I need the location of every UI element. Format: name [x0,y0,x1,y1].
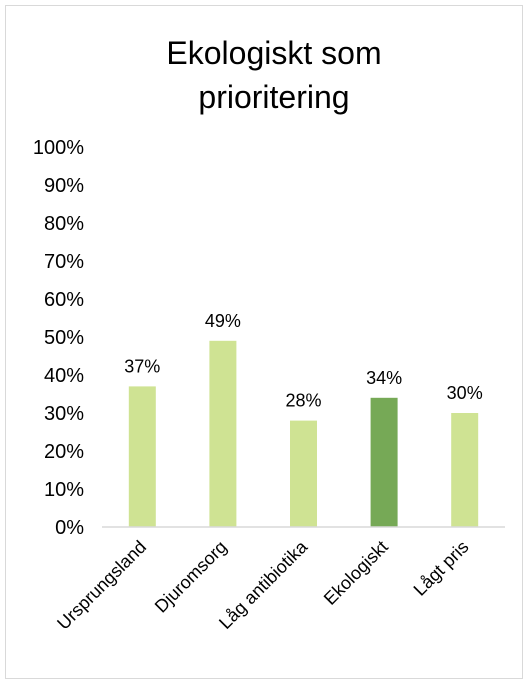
chart-frame [5,5,523,679]
y-axis-ticks: 0% 10% 20% 30% 40% 50% 60% 70% 80% 90% 100% [33,137,84,539]
data-label: 28% [285,391,321,411]
y-tick-label: 90% [44,175,84,197]
bar [370,397,398,527]
y-tick-label: 10% [44,479,84,501]
bar [451,413,479,527]
bar [209,340,237,527]
bar [128,386,156,527]
chart-title-line-2: prioritering [198,79,349,115]
bars [128,340,479,527]
y-tick-label: 0% [55,517,84,539]
data-label: 49% [205,311,241,331]
x-tick-label: Ekologiskt [320,537,392,609]
y-tick-label: 20% [44,441,84,463]
data-label: 34% [366,368,402,388]
data-label: 30% [447,383,483,403]
y-tick-label: 60% [44,289,84,311]
data-label: 37% [124,356,160,376]
y-tick-label: 50% [44,327,84,349]
bar [290,420,317,527]
y-tick-label: 40% [44,365,84,387]
chart-title-line-1: Ekologiskt som [166,35,381,71]
y-tick-label: 70% [44,251,84,273]
y-tick-label: 80% [44,213,84,235]
y-tick-label: 30% [44,403,84,425]
x-tick-label: Djuromsorg [151,537,231,617]
x-tick-label: Ursprungsland [53,537,150,634]
x-tick-label: Lågt pris [410,537,473,600]
y-tick-label: 100% [33,137,84,159]
data-labels: 37% 49% 28% 34% 30% [124,311,482,411]
